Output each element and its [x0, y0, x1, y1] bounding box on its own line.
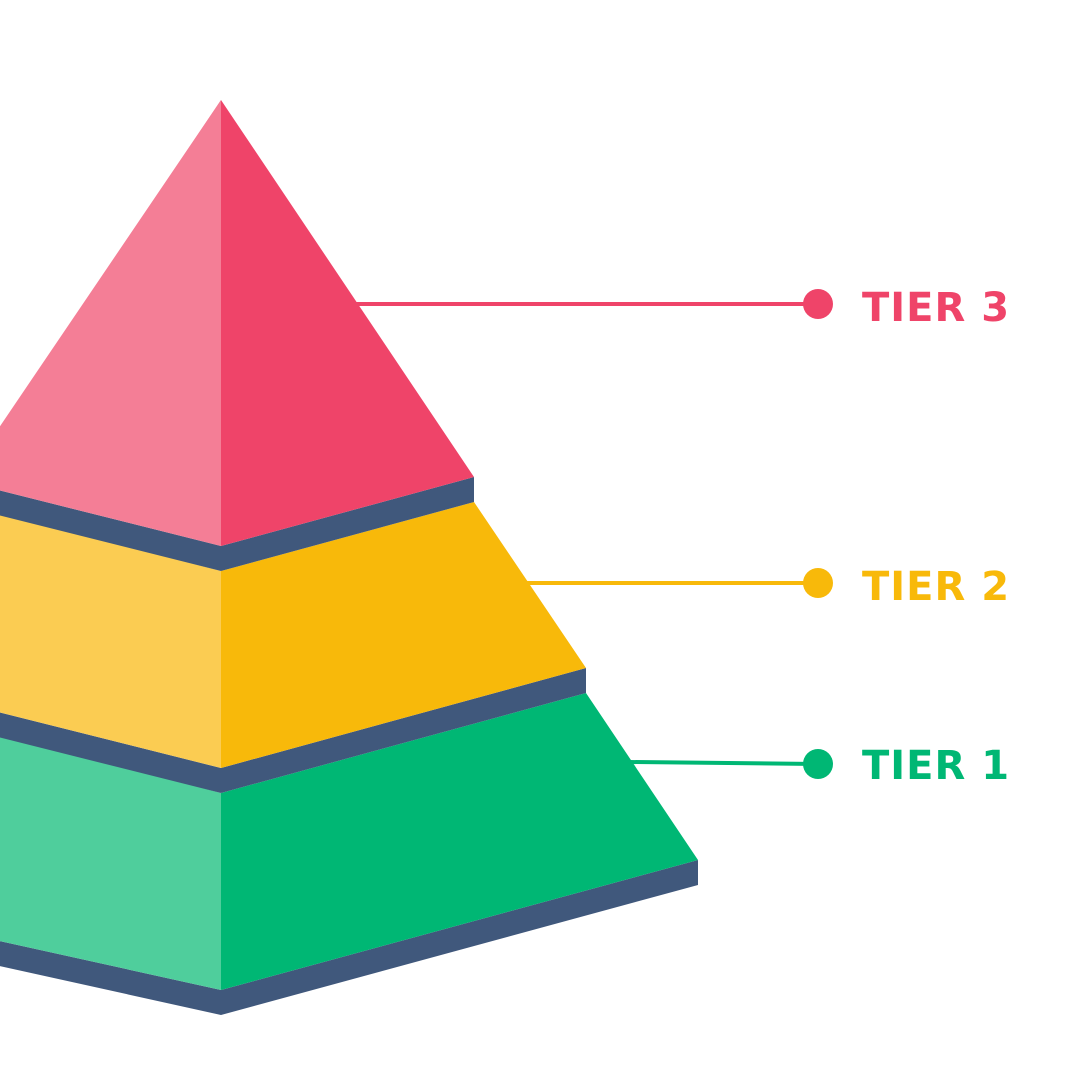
tier-3-face-left-fill — [0, 100, 221, 546]
tier-2-face-right — [221, 502, 586, 768]
tier-2-face-left — [0, 513, 221, 768]
tier-3-label: TIER 3 — [862, 285, 1010, 331]
tier-3-edge — [0, 477, 474, 571]
tier-2-edge — [0, 668, 586, 793]
tier-3-connector-dot — [803, 289, 833, 319]
tier-3-face-right — [221, 100, 474, 546]
tier-1-connector-dot — [803, 749, 833, 779]
tier-1-label: TIER 1 — [862, 743, 1010, 789]
tier-2-connector-dot — [803, 568, 833, 598]
tier-1-connector-line — [629, 760, 819, 766]
tier-1-face-left — [0, 733, 221, 990]
tier-1-face-right — [221, 693, 698, 990]
tier-2-label: TIER 2 — [862, 564, 1010, 610]
